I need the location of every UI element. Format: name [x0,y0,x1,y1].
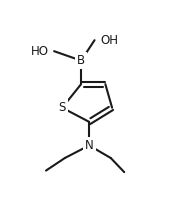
Text: N: N [85,139,94,152]
Text: HO: HO [31,45,49,58]
Text: B: B [77,54,85,67]
Text: S: S [58,101,66,114]
Text: OH: OH [100,34,118,47]
